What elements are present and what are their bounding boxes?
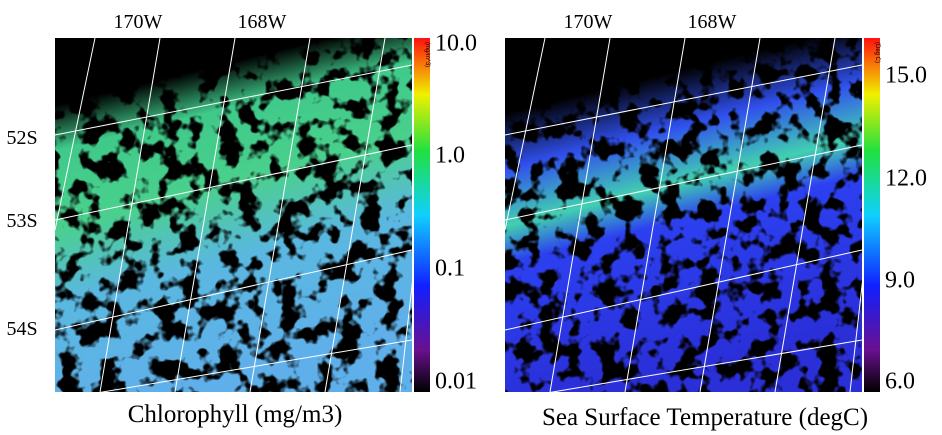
map-texture [55,38,412,392]
graticule [55,38,412,392]
colorbar-tick: 0.01 [435,369,477,395]
graticule [505,38,862,392]
map-texture [505,38,862,392]
latitude-label: 53S [6,210,37,232]
colorbar-tick: 6.0 [885,369,915,395]
caption: Chlorophyll (mg/m3) [128,401,343,428]
latitude-label: 52S [6,127,37,149]
longitude-label: 170W [114,11,163,33]
colorbar-tick: 15.0 [885,63,927,89]
colorbar [414,38,430,392]
colorbar [864,38,880,392]
colorbar-tick: 9.0 [885,268,915,294]
colorbar-tick: 1.0 [435,143,465,169]
longitude-label: 170W [564,11,613,33]
sst-panel: (Deg C) 170W 168W 15.0 12.0 9.0 6.0 Sea … [505,11,927,431]
colorbar-unit: (Deg C) [874,42,880,63]
latitude-label: 54S [6,318,37,340]
colorbar-tick: 12.0 [885,166,927,192]
longitude-label: 168W [688,11,737,33]
colorbar-tick: 0.1 [435,256,465,282]
colorbar-unit: (mg/m^3) [424,42,430,67]
chlorophyll-panel: (mg/m^3) 170W 168W 52S 53S 54S 10.0 1.0 … [6,11,477,428]
longitude-label: 168W [238,11,287,33]
colorbar-tick: 10.0 [435,31,477,57]
caption: Sea Surface Temperature (degC) [542,404,868,431]
